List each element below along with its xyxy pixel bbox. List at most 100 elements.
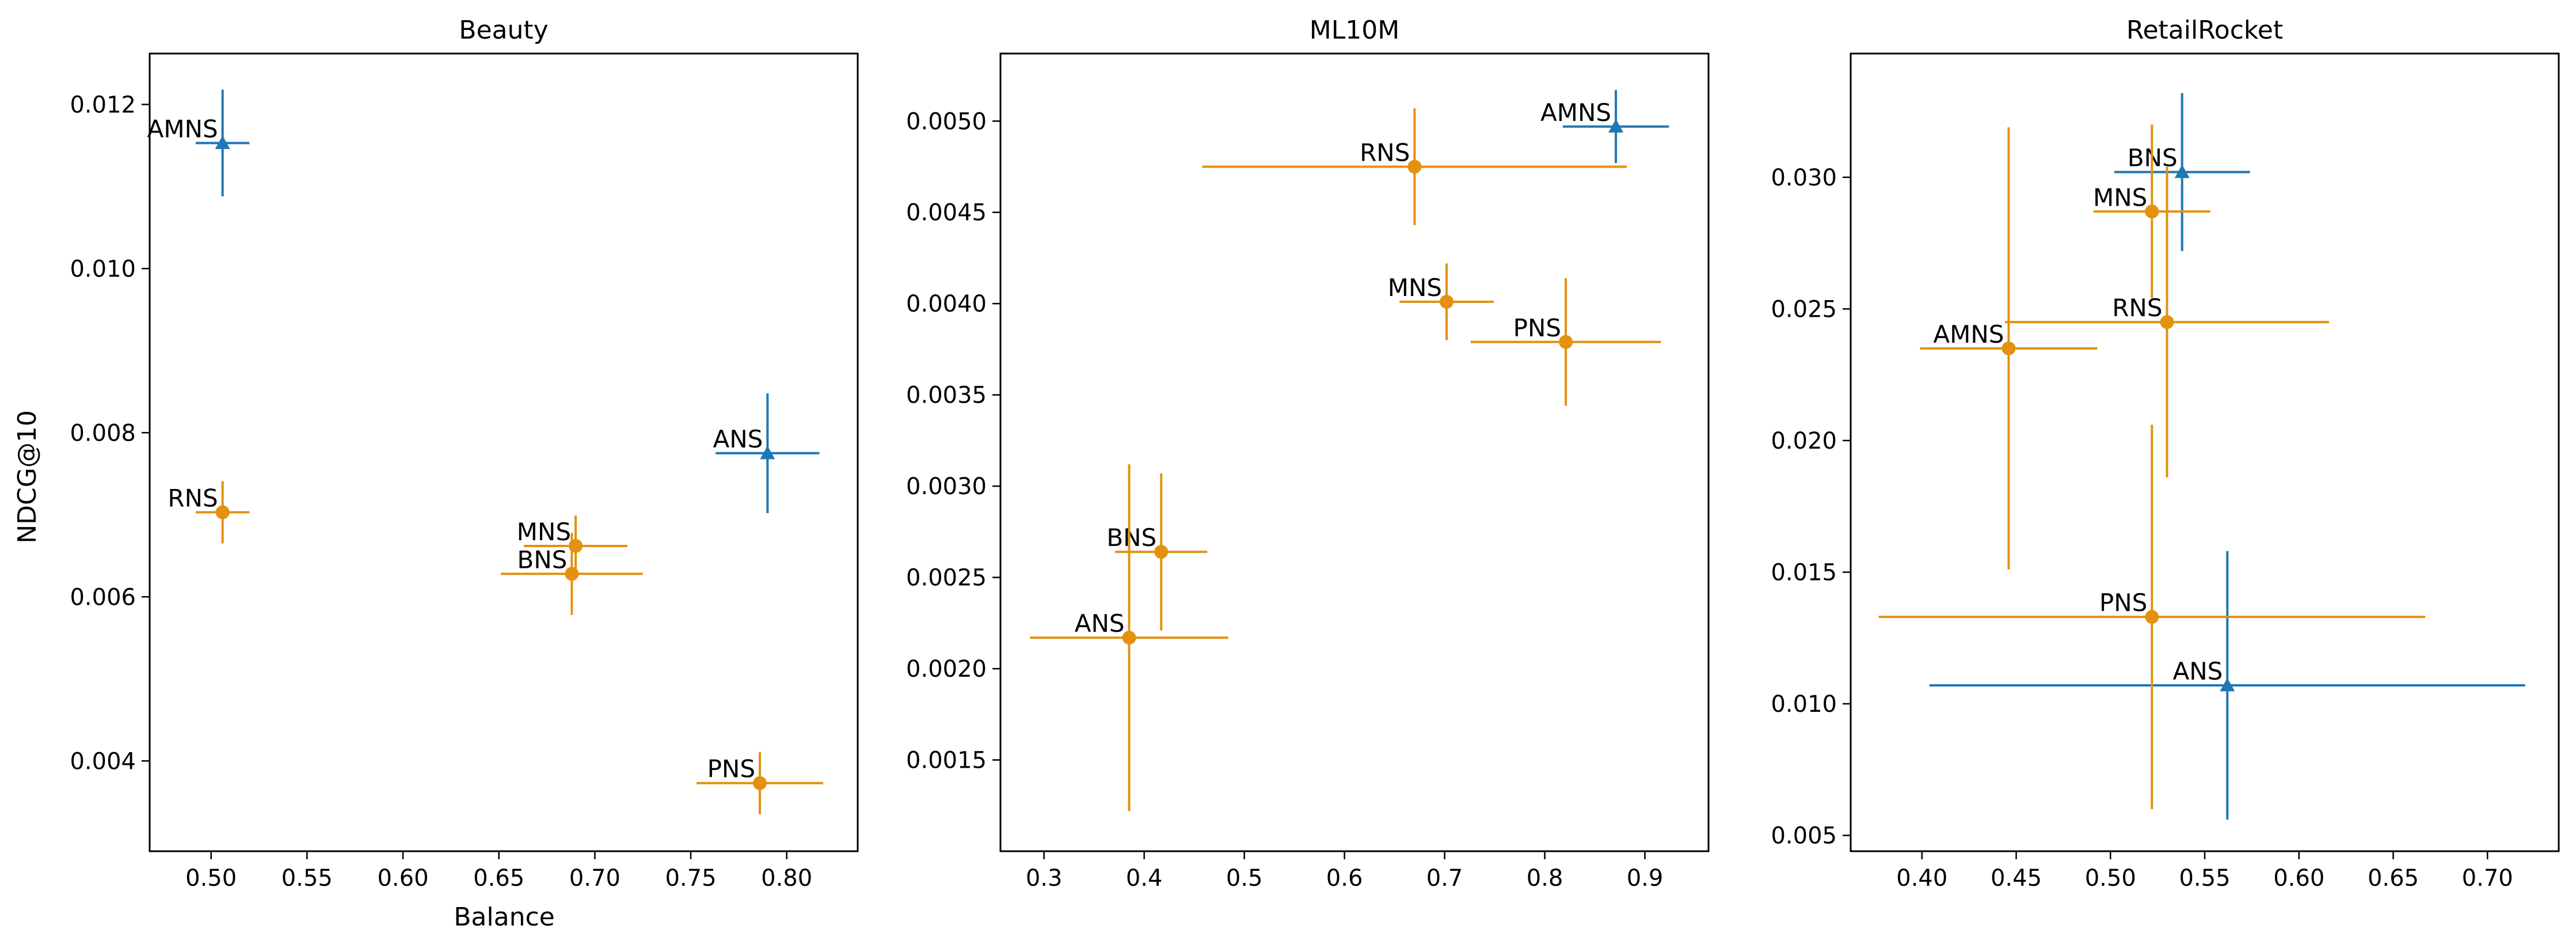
point-label: ANS <box>713 425 763 453</box>
x-tick-label: 0.70 <box>569 865 621 892</box>
y-tick-label: 0.015 <box>1771 559 1837 586</box>
y-tick-label: 0.010 <box>70 256 136 282</box>
point-label: PNS <box>2099 589 2147 617</box>
circle-marker <box>2145 610 2159 624</box>
x-tick-label: 0.65 <box>473 865 524 892</box>
data-point-ans: ANS <box>1929 551 2525 820</box>
circle-marker <box>2002 341 2016 355</box>
point-label: BNS <box>1106 524 1156 552</box>
circle-marker <box>1122 631 1136 645</box>
x-tick-label: 0.65 <box>2368 865 2419 892</box>
y-tick-label: 0.012 <box>70 92 136 118</box>
x-tick-label: 0.6 <box>1326 865 1363 892</box>
subplot-ml10m: ML10M 0.3 0.4 0.5 0.6 0.7 0.8 0.9 0.0015 0.0020 0.… <box>906 16 1710 892</box>
data-point-bns: BNS <box>1106 473 1208 631</box>
data-point-rns: RNS <box>2004 166 2330 477</box>
point-label: PNS <box>707 755 755 783</box>
point-label: MNS <box>1388 274 1442 302</box>
x-tick-label: 0.4 <box>1126 865 1163 892</box>
point-label: ANS <box>1075 609 1125 638</box>
y-tick-label: 0.025 <box>1771 296 1837 323</box>
subplot-title: ML10M <box>1310 16 1399 45</box>
point-label: RNS <box>1360 138 1410 166</box>
data-point-amns: AMNS <box>1920 127 2098 570</box>
point-label: PNS <box>1513 314 1561 342</box>
y-tick-label: 0.0045 <box>906 200 987 226</box>
circle-marker <box>1440 295 1454 309</box>
point-label: MNS <box>517 518 571 546</box>
x-tick-label: 0.5 <box>1226 865 1263 892</box>
y-tick-label: 0.0020 <box>906 656 987 682</box>
data-point-ans: ANS <box>1030 464 1228 811</box>
y-tick-label: 0.0030 <box>906 473 987 500</box>
y-tick-label: 0.0040 <box>906 291 987 317</box>
y-tick-label: 0.008 <box>70 420 136 446</box>
y-tick-label: 0.0025 <box>906 565 987 591</box>
point-label: AMNS <box>1540 98 1611 127</box>
x-tick-label: 0.8 <box>1527 865 1563 892</box>
point-label: ANS <box>2172 657 2223 685</box>
subplot-beauty: Beauty 0.50 0.55 0.60 0.65 0.70 0.75 0.80 0.004 0… <box>70 16 859 892</box>
x-tick-label: 0.60 <box>2273 865 2324 892</box>
circle-marker <box>565 567 579 581</box>
circle-marker <box>1559 335 1573 349</box>
data-point-pns: PNS <box>697 752 823 814</box>
data-point-amns: AMNS <box>147 89 250 196</box>
data-point-bns: BNS <box>501 533 643 615</box>
x-tick-label: 0.60 <box>377 865 428 892</box>
triangle-marker <box>2220 678 2235 692</box>
point-label: RNS <box>2112 294 2162 322</box>
axes-frame <box>1850 52 2560 852</box>
data-point-ans: ANS <box>713 393 820 513</box>
x-tick-label: 0.9 <box>1627 865 1664 892</box>
y-tick-label: 0.030 <box>1771 165 1837 191</box>
x-tick-label: 0.40 <box>1896 865 1947 892</box>
point-label: RNS <box>168 484 218 513</box>
figure-xlabel: Balance <box>454 902 554 932</box>
triangle-marker <box>215 135 230 149</box>
point-label: MNS <box>2093 183 2147 211</box>
data-point-pns: PNS <box>1470 278 1661 406</box>
triangle-marker <box>760 445 775 460</box>
x-tick-label: 0.55 <box>2179 865 2230 892</box>
point-label: AMNS <box>1933 320 2004 348</box>
triangle-marker <box>2174 164 2190 179</box>
data-point-mns: MNS <box>1388 263 1494 340</box>
x-tick-label: 0.75 <box>665 865 716 892</box>
triangle-marker <box>1608 119 1624 133</box>
data-point-mns: MNS <box>2093 124 2210 299</box>
y-tick-label: 0.0015 <box>906 748 987 774</box>
point-label: AMNS <box>147 115 218 143</box>
data-point-bns: BNS <box>2114 93 2250 251</box>
x-tick-label: 0.50 <box>2085 865 2136 892</box>
y-tick-label: 0.006 <box>70 584 136 610</box>
data-point-pns: PNS <box>1878 424 2426 809</box>
subplot-title: Beauty <box>459 16 548 45</box>
circle-marker <box>1407 160 1422 174</box>
y-tick-label: 0.0050 <box>906 108 987 135</box>
subplot-title: RetailRocket <box>2126 16 2283 45</box>
circle-marker <box>753 776 767 790</box>
y-tick-label: 0.004 <box>70 748 136 775</box>
subplot-retailrocket: RetailRocket 0.40 0.45 0.50 0.55 0.60 0.65 0.70… <box>1771 16 2560 892</box>
axes-frame <box>999 52 1710 852</box>
x-tick-label: 0.80 <box>761 865 812 892</box>
figure-ylabel: NDCG@10 <box>13 410 42 544</box>
y-tick-label: 0.0035 <box>906 382 987 409</box>
data-point-rns: RNS <box>168 481 250 544</box>
circle-marker <box>215 505 230 519</box>
x-tick-label: 0.45 <box>1991 865 2042 892</box>
circle-marker <box>2145 204 2159 219</box>
circle-marker <box>1154 545 1169 559</box>
circle-marker <box>2160 315 2174 329</box>
x-tick-label: 0.70 <box>2462 865 2513 892</box>
x-tick-label: 0.50 <box>185 865 237 892</box>
x-tick-label: 0.3 <box>1026 865 1063 892</box>
x-tick-label: 0.7 <box>1426 865 1463 892</box>
y-tick-label: 0.005 <box>1771 823 1837 849</box>
y-tick-label: 0.010 <box>1771 691 1837 718</box>
data-point-rns: RNS <box>1202 108 1627 225</box>
axes-frame <box>149 52 859 852</box>
x-tick-label: 0.55 <box>281 865 333 892</box>
